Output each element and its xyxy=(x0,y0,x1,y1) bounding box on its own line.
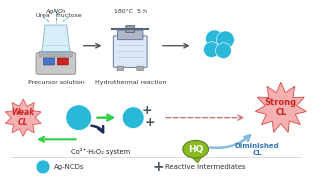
Polygon shape xyxy=(5,99,41,136)
FancyBboxPatch shape xyxy=(57,58,68,65)
FancyBboxPatch shape xyxy=(117,66,124,71)
FancyBboxPatch shape xyxy=(43,58,54,65)
Text: Reactive intermediates: Reactive intermediates xyxy=(165,164,246,170)
Text: AgNO₃: AgNO₃ xyxy=(46,9,66,14)
Circle shape xyxy=(216,43,231,59)
Circle shape xyxy=(206,30,223,48)
Text: Ag-NCDs: Ag-NCDs xyxy=(54,164,85,170)
Polygon shape xyxy=(191,156,202,163)
Text: Co²⁺·H₂O₂ system: Co²⁺·H₂O₂ system xyxy=(71,148,130,155)
Text: Weak
CL: Weak CL xyxy=(12,108,35,127)
Circle shape xyxy=(36,160,50,174)
Polygon shape xyxy=(42,25,70,52)
FancyBboxPatch shape xyxy=(137,66,144,71)
Polygon shape xyxy=(255,82,306,132)
Text: +: + xyxy=(142,104,152,117)
Text: Fructose: Fructose xyxy=(56,13,82,18)
Text: 180°C  5 h: 180°C 5 h xyxy=(114,9,147,14)
FancyBboxPatch shape xyxy=(113,36,147,67)
Circle shape xyxy=(217,31,234,49)
Circle shape xyxy=(122,107,144,129)
Text: Strong
CL: Strong CL xyxy=(265,98,297,117)
Text: Hydrothermal reaction: Hydrothermal reaction xyxy=(95,80,166,85)
Text: HQ: HQ xyxy=(188,145,203,154)
Ellipse shape xyxy=(183,140,208,158)
Text: +: + xyxy=(145,116,155,129)
FancyBboxPatch shape xyxy=(36,53,76,74)
Text: +: + xyxy=(152,160,164,174)
Text: Diminished
CL: Diminished CL xyxy=(235,143,280,156)
Circle shape xyxy=(66,105,92,130)
Circle shape xyxy=(203,42,219,58)
Text: Urea: Urea xyxy=(36,13,51,18)
FancyBboxPatch shape xyxy=(126,26,135,33)
FancyBboxPatch shape xyxy=(118,30,143,40)
FancyBboxPatch shape xyxy=(40,51,72,57)
Text: Precursor solution: Precursor solution xyxy=(27,80,84,85)
